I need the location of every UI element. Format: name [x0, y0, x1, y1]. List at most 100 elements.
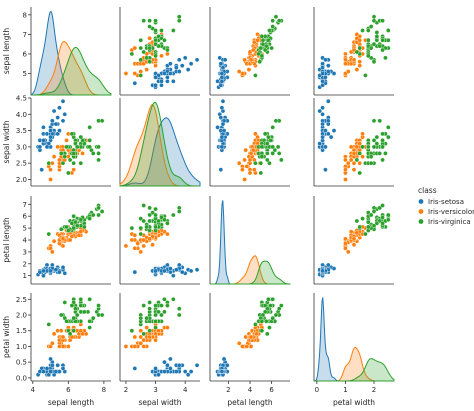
data-point-iris-virginica — [273, 312, 279, 318]
data-point-iris-versicolor — [242, 177, 247, 182]
data-point-iris-virginica — [270, 151, 276, 156]
data-point-iris-setosa — [320, 71, 325, 76]
data-point-iris-virginica — [270, 24, 276, 29]
data-point-iris-virginica — [368, 154, 374, 159]
data-point-iris-virginica — [165, 303, 170, 308]
data-point-iris-virginica — [259, 53, 265, 59]
data-point-iris-versicolor — [244, 344, 250, 349]
data-point-iris-setosa — [219, 144, 225, 150]
data-point-iris-versicolor — [246, 67, 252, 72]
data-point-iris-virginica — [153, 28, 158, 33]
data-point-iris-setosa — [219, 369, 225, 374]
data-point-iris-versicolor — [147, 236, 152, 242]
data-point-iris-versicolor — [248, 151, 254, 156]
data-point-iris-virginica — [371, 41, 377, 47]
data-point-iris-setosa — [221, 128, 227, 133]
data-point-iris-virginica — [371, 209, 377, 214]
data-point-iris-virginica — [371, 14, 377, 20]
data-point-iris-virginica — [156, 309, 161, 315]
data-point-iris-virginica — [144, 315, 149, 321]
panel-petal-length-vs-petal-width — [313, 196, 394, 285]
data-point-iris-virginica — [259, 318, 265, 324]
data-point-iris-setosa — [219, 105, 225, 111]
data-point-iris-virginica — [360, 144, 365, 150]
data-point-iris-virginica — [96, 303, 101, 308]
data-point-iris-setosa — [194, 57, 200, 63]
data-point-iris-setosa — [320, 268, 325, 274]
data-point-iris-versicolor — [129, 237, 135, 243]
data-point-iris-virginica — [144, 224, 149, 230]
data-point-iris-versicolor — [357, 37, 363, 43]
data-point-iris-setosa — [165, 75, 170, 80]
data-point-iris-virginica — [153, 53, 158, 59]
data-point-iris-setosa — [173, 65, 179, 70]
data-point-iris-setosa — [60, 366, 66, 371]
data-point-iris-virginica — [258, 160, 264, 166]
data-point-iris-versicolor — [357, 63, 363, 68]
data-point-iris-versicolor — [343, 167, 348, 172]
data-point-iris-virginica — [268, 138, 273, 143]
data-point-iris-versicolor — [165, 51, 170, 57]
data-point-iris-versicolor — [343, 51, 348, 57]
data-point-iris-versicolor — [156, 328, 161, 334]
x-tick-label: 6 — [269, 386, 274, 394]
data-point-iris-virginica — [58, 151, 64, 156]
data-point-iris-versicolor — [48, 177, 53, 182]
data-point-iris-setosa — [168, 366, 173, 371]
y-tick-label: 3.5 — [16, 127, 27, 135]
data-point-iris-setosa — [50, 362, 55, 368]
data-point-iris-virginica — [266, 296, 271, 302]
data-point-iris-virginica — [96, 157, 101, 163]
data-point-iris-virginica — [260, 41, 266, 47]
data-point-iris-virginica — [380, 47, 385, 53]
data-point-iris-versicolor — [144, 325, 149, 330]
data-point-iris-versicolor — [247, 157, 253, 163]
data-point-iris-virginica — [258, 45, 264, 51]
data-point-iris-setosa — [162, 369, 167, 374]
data-point-iris-setosa — [320, 112, 325, 117]
data-point-iris-virginica — [270, 125, 276, 130]
data-point-iris-virginica — [385, 37, 391, 43]
data-point-iris-virginica — [371, 59, 377, 65]
y-axis-title: sepal length — [2, 28, 11, 74]
y-tick-label: 1.5 — [16, 327, 27, 335]
data-point-iris-versicolor — [132, 246, 138, 251]
data-point-iris-virginica — [263, 318, 269, 324]
data-point-iris-setosa — [325, 118, 331, 124]
data-point-iris-virginica — [87, 216, 92, 221]
data-point-iris-versicolor — [60, 243, 66, 249]
data-point-iris-virginica — [153, 37, 158, 43]
data-point-iris-virginica — [385, 134, 391, 140]
data-point-iris-virginica — [67, 331, 73, 337]
panel-petal-width-vs-sepal-width: 2 3 4 — [119, 293, 200, 394]
data-point-iris-virginica — [270, 144, 276, 150]
data-point-iris-virginica — [147, 59, 152, 65]
data-point-iris-virginica — [64, 318, 69, 324]
data-point-iris-setosa — [53, 267, 59, 273]
data-point-iris-virginica — [78, 134, 84, 140]
legend-label-iris-virginica: Iris-virginica — [428, 218, 471, 226]
data-point-iris-versicolor — [51, 238, 57, 244]
x-tick-label: 1 — [343, 386, 347, 394]
data-point-iris-virginica — [90, 212, 96, 218]
data-point-iris-virginica — [156, 218, 161, 224]
data-point-iris-setosa — [162, 268, 167, 274]
legend-title: class — [418, 186, 437, 195]
data-point-iris-setosa — [323, 167, 328, 172]
data-point-iris-virginica — [73, 306, 78, 312]
data-point-iris-setosa — [317, 141, 323, 146]
data-point-iris-virginica — [253, 160, 258, 166]
x-tick-label: 2 — [226, 386, 230, 394]
data-point-iris-setosa — [57, 269, 62, 275]
x-axis-title: petal width — [333, 398, 375, 407]
data-point-iris-virginica — [129, 51, 135, 57]
data-point-iris-setosa — [218, 82, 224, 88]
data-point-iris-setosa — [320, 105, 325, 111]
data-point-iris-virginica — [153, 206, 158, 212]
data-point-iris-virginica — [62, 154, 68, 159]
data-point-iris-virginica — [365, 28, 371, 33]
data-point-iris-virginica — [147, 24, 152, 29]
y-tick-label: 0.0 — [16, 374, 27, 382]
data-point-iris-versicolor — [132, 45, 138, 51]
data-point-iris-setosa — [320, 121, 325, 127]
